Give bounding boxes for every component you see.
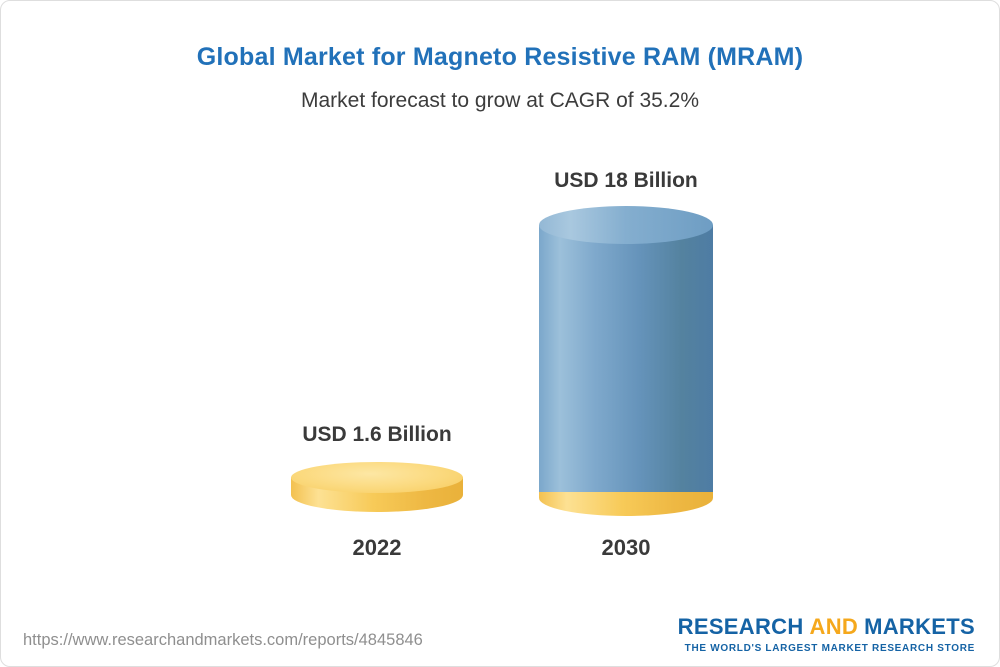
value-label-2030: USD 18 Billion xyxy=(554,169,698,192)
bar-2030-cylinder xyxy=(539,206,713,516)
category-label-2022: 2022 xyxy=(352,535,402,560)
logo-word-markets: MARKETS xyxy=(864,614,975,639)
value-label-2022: USD 1.6 Billion xyxy=(302,423,452,446)
source-url: https://www.researchandmarkets.com/repor… xyxy=(23,631,423,649)
research-and-markets-logo: RESEARCH AND MARKETS THE WORLD'S LARGEST M… xyxy=(678,614,975,654)
category-label-2030: 2030 xyxy=(601,535,651,560)
bar-2030-top-ellipse xyxy=(539,206,713,244)
bar-2022-top-ellipse xyxy=(291,462,463,493)
logo-word-research: RESEARCH xyxy=(677,614,804,639)
logo-word-and: AND xyxy=(809,614,859,639)
bar-2022-cylinder xyxy=(291,462,463,512)
bar-2030-body xyxy=(539,225,713,492)
chart-title: Global Market for Magneto Resistive RAM … xyxy=(196,43,804,71)
logo-wordmark: RESEARCH AND MARKETS xyxy=(678,614,975,640)
chart-subtitle: Market forecast to grow at CAGR of 35.2% xyxy=(301,89,699,112)
logo-tagline: THE WORLD'S LARGEST MARKET RESEARCH STOR… xyxy=(684,643,975,654)
